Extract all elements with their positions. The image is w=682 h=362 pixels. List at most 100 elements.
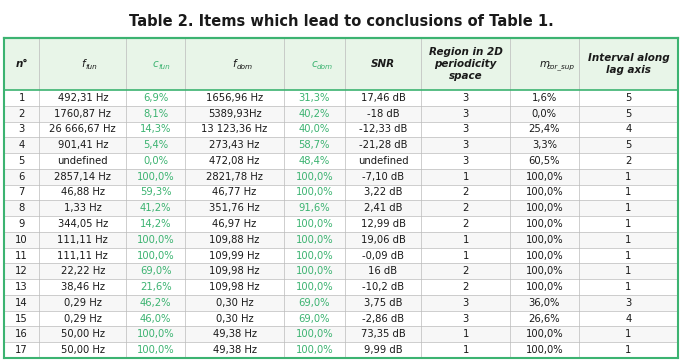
Text: 3: 3 (462, 125, 469, 134)
Bar (4, 106, 678, 122)
Text: 100,0%: 100,0% (526, 266, 563, 276)
Bar (4, 122, 678, 137)
Text: 6: 6 (18, 172, 25, 182)
Text: dom: dom (316, 64, 333, 70)
Text: 46,97 Hz: 46,97 Hz (212, 219, 256, 229)
Text: 3: 3 (462, 156, 469, 166)
Text: 2: 2 (462, 203, 469, 213)
Text: 46,88 Hz: 46,88 Hz (61, 188, 105, 197)
Bar (4, 327, 678, 342)
Text: 901,41 Hz: 901,41 Hz (57, 140, 108, 150)
Text: 100,0%: 100,0% (137, 329, 175, 339)
Text: cor_sup: cor_sup (547, 64, 575, 70)
Text: 4: 4 (625, 125, 632, 134)
Text: 6,9%: 6,9% (143, 93, 168, 103)
Text: fun: fun (85, 64, 97, 70)
Text: 351,76 Hz: 351,76 Hz (209, 203, 260, 213)
Text: 1: 1 (625, 345, 632, 355)
Text: 100,0%: 100,0% (137, 172, 175, 182)
Text: 3: 3 (462, 313, 469, 324)
Text: Interval along
lag axis: Interval along lag axis (588, 53, 669, 75)
Text: c: c (153, 59, 159, 69)
Bar (4, 90, 678, 106)
Text: 100,0%: 100,0% (295, 345, 333, 355)
Text: 1: 1 (18, 93, 25, 103)
Text: 5: 5 (625, 140, 632, 150)
Text: 5: 5 (625, 109, 632, 119)
Text: 1760,87 Hz: 1760,87 Hz (55, 109, 111, 119)
Text: 69,0%: 69,0% (299, 298, 330, 308)
Text: 100,0%: 100,0% (526, 235, 563, 245)
Text: SNR: SNR (371, 59, 395, 69)
Text: 60,5%: 60,5% (529, 156, 560, 166)
Text: 100,0%: 100,0% (295, 282, 333, 292)
Text: -10,2 dB: -10,2 dB (362, 282, 404, 292)
Bar (4, 169, 678, 185)
Text: 46,77 Hz: 46,77 Hz (212, 188, 256, 197)
Text: 73,35 dB: 73,35 dB (361, 329, 405, 339)
Text: 100,0%: 100,0% (137, 235, 175, 245)
Text: 16 dB: 16 dB (368, 266, 398, 276)
Text: 69,0%: 69,0% (140, 266, 171, 276)
Text: 21,6%: 21,6% (140, 282, 172, 292)
Text: -7,10 dB: -7,10 dB (362, 172, 404, 182)
Text: 2: 2 (462, 219, 469, 229)
Text: 5389,93Hz: 5389,93Hz (208, 109, 261, 119)
Text: 2: 2 (462, 282, 469, 292)
Text: 16: 16 (15, 329, 28, 339)
Text: 19,06 dB: 19,06 dB (361, 235, 406, 245)
Text: 100,0%: 100,0% (526, 282, 563, 292)
Text: 0,29 Hz: 0,29 Hz (64, 298, 102, 308)
Text: 1: 1 (625, 172, 632, 182)
Text: 2,41 dB: 2,41 dB (364, 203, 402, 213)
Text: 3: 3 (462, 93, 469, 103)
Text: 2821,78 Hz: 2821,78 Hz (206, 172, 263, 182)
Text: 100,0%: 100,0% (295, 329, 333, 339)
Text: Table 2. Items which lead to conclusions of Table 1.: Table 2. Items which lead to conclusions… (129, 14, 553, 29)
Bar (4, 137, 678, 153)
Text: 0,30 Hz: 0,30 Hz (216, 313, 253, 324)
Text: 46,2%: 46,2% (140, 298, 171, 308)
Bar (4, 216, 678, 232)
Bar (4, 342, 678, 358)
Text: 36,0%: 36,0% (529, 298, 560, 308)
Text: 1: 1 (462, 235, 469, 245)
Text: undefined: undefined (57, 156, 108, 166)
Text: 111,11 Hz: 111,11 Hz (57, 251, 108, 261)
Text: 1: 1 (625, 235, 632, 245)
Text: 2: 2 (625, 156, 632, 166)
Text: 3,22 dB: 3,22 dB (364, 188, 402, 197)
Text: 41,2%: 41,2% (140, 203, 171, 213)
Text: 25,4%: 25,4% (529, 125, 560, 134)
Text: 26,6%: 26,6% (529, 313, 560, 324)
Text: 472,08 Hz: 472,08 Hz (209, 156, 260, 166)
Text: 492,31 Hz: 492,31 Hz (57, 93, 108, 103)
Text: 0,0%: 0,0% (532, 109, 557, 119)
Text: 109,98 Hz: 109,98 Hz (209, 266, 260, 276)
Text: 15: 15 (15, 313, 28, 324)
Text: 49,38 Hz: 49,38 Hz (213, 345, 256, 355)
Text: n°: n° (15, 59, 28, 69)
Bar (4, 153, 678, 169)
Text: 14: 14 (15, 298, 28, 308)
Text: f: f (233, 59, 237, 69)
Text: 4: 4 (18, 140, 25, 150)
Text: 100,0%: 100,0% (526, 172, 563, 182)
Text: 58,7%: 58,7% (299, 140, 330, 150)
Bar (4, 279, 678, 295)
Text: 13 123,36 Hz: 13 123,36 Hz (201, 125, 267, 134)
Text: 59,3%: 59,3% (140, 188, 171, 197)
Text: 100,0%: 100,0% (526, 345, 563, 355)
Text: 48,4%: 48,4% (299, 156, 330, 166)
Text: 1: 1 (462, 345, 469, 355)
Text: 22,22 Hz: 22,22 Hz (61, 266, 105, 276)
Text: 12: 12 (15, 266, 28, 276)
Text: 111,11 Hz: 111,11 Hz (57, 235, 108, 245)
Text: -2,86 dB: -2,86 dB (362, 313, 404, 324)
Text: 3: 3 (625, 298, 632, 308)
Text: fun: fun (158, 64, 170, 70)
Bar (4, 295, 678, 311)
Text: 1: 1 (625, 266, 632, 276)
Text: -21,28 dB: -21,28 dB (359, 140, 407, 150)
Text: 100,0%: 100,0% (295, 251, 333, 261)
